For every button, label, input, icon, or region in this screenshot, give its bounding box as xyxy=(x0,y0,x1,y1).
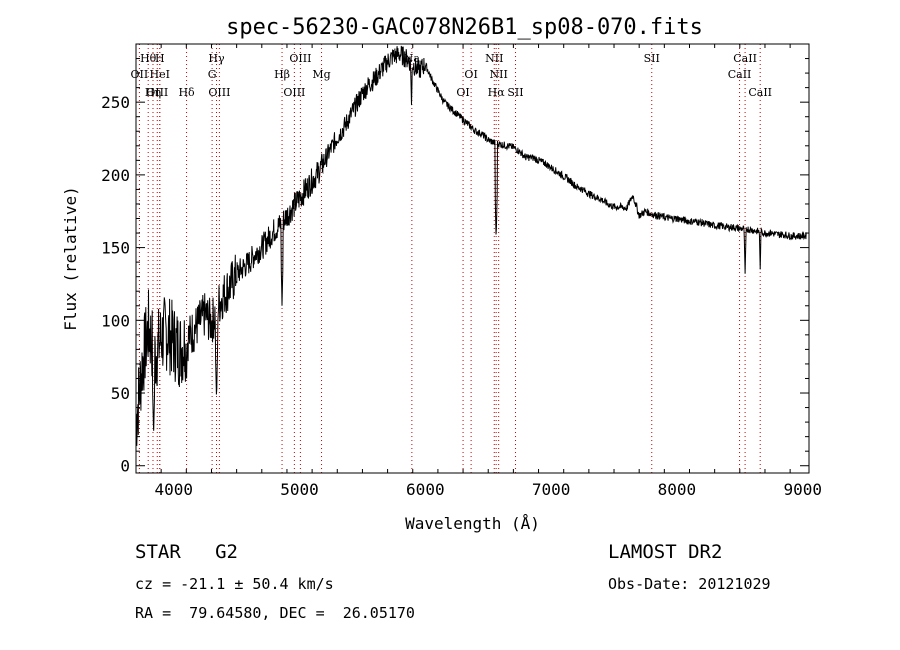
line-marker-label-5: Hη xyxy=(145,86,161,99)
y-tick-label-100: 100 xyxy=(101,311,130,330)
line-marker-label-14: Na xyxy=(404,52,421,65)
line-marker-label-1: H xyxy=(155,52,165,65)
line-marker-label-18: OI xyxy=(456,86,469,99)
line-marker-label-22: CaII xyxy=(733,52,757,65)
coordinates-label: RA = 79.64580, DEC = 26.05170 xyxy=(135,604,415,622)
observation-date-label: Obs-Date: 20121029 xyxy=(608,575,771,593)
survey-label: LAMOST DR2 xyxy=(608,541,723,563)
y-tick-label-250: 250 xyxy=(101,93,130,112)
line-marker-label-2: OII xyxy=(131,68,149,81)
line-marker-label-21: SII xyxy=(644,52,660,65)
y-tick-label-0: 0 xyxy=(120,457,130,476)
line-marker-label-20: SII xyxy=(507,86,523,99)
x-tick-label-4000: 4000 xyxy=(154,480,193,499)
redshift-velocity-label: cz = -21.1 ± 50.4 km/s xyxy=(135,575,334,593)
line-marker-label-4: OIII xyxy=(146,86,168,99)
x-tick-label-9000: 9000 xyxy=(783,480,822,499)
spectrum-line xyxy=(135,45,807,446)
line-marker-label-7: Hγ xyxy=(208,52,225,65)
x-tick-label-5000: 5000 xyxy=(280,480,319,499)
line-marker-label-3: HeI xyxy=(150,68,170,81)
line-marker-label-8: G xyxy=(208,68,217,81)
line-marker-label-17: NII xyxy=(490,68,508,81)
line-marker-label-24: CaII xyxy=(748,86,772,99)
line-marker-label-10: OIII xyxy=(289,52,311,65)
line-marker-label-13: OIII xyxy=(283,86,305,99)
line-marker-label-15: NII xyxy=(485,52,503,65)
object-class-label: STAR G2 xyxy=(135,541,238,563)
line-marker-label-19: Hα xyxy=(488,86,506,99)
line-marker-label-11: Hβ xyxy=(274,68,290,81)
line-marker-label-12: Mg xyxy=(312,68,330,81)
line-marker-label-6: Hδ xyxy=(178,86,195,99)
x-axis-label: Wavelength (Å) xyxy=(405,514,540,533)
line-marker-label-23: CaII xyxy=(728,68,752,81)
chart-title: spec-56230-GAC078N26B1_sp08-070.fits xyxy=(226,15,703,40)
line-marker-label-9: OIII xyxy=(208,86,230,99)
x-tick-label-6000: 6000 xyxy=(406,480,445,499)
y-axis-label: Flux (relative) xyxy=(61,186,80,331)
y-tick-label-200: 200 xyxy=(101,166,130,185)
line-marker-label-0: Hθ xyxy=(140,52,157,65)
x-tick-label-8000: 8000 xyxy=(658,480,697,499)
y-tick-label-150: 150 xyxy=(101,239,130,258)
x-tick-label-7000: 7000 xyxy=(532,480,571,499)
plot-frame xyxy=(135,43,810,474)
line-marker-label-16: OI xyxy=(464,68,477,81)
y-tick-label-50: 50 xyxy=(111,384,130,403)
